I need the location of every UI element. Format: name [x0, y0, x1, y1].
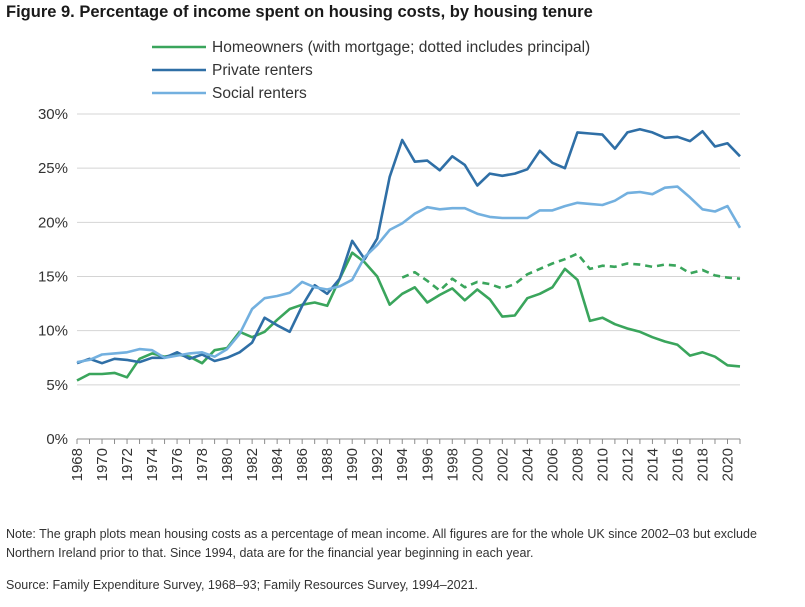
series-line-1: [76, 251, 741, 382]
series-lines: [76, 127, 742, 382]
x-tick-label: 2014: [644, 448, 661, 481]
legend: Homeowners (with mortgage; dotted includ…: [152, 39, 590, 102]
x-tick-label: 1978: [194, 448, 211, 481]
y-axis-ticks: 0% 5% 10% 15% 20% 25% 30%: [38, 106, 68, 448]
y-tick-label: 30%: [38, 106, 68, 123]
x-tick-label: 1982: [244, 448, 261, 481]
y-tick-label: 10%: [38, 323, 68, 340]
x-tick-label: 1998: [444, 448, 461, 481]
x-tick-label: 2008: [569, 448, 586, 481]
x-tick-label: 1986: [294, 448, 311, 481]
x-tick-label: 2006: [544, 448, 561, 481]
x-tick-label: 1970: [94, 448, 111, 481]
legend-label: Homeowners (with mortgage; dotted includ…: [212, 39, 590, 56]
series-line-3: [76, 127, 741, 365]
x-tick-label: 1996: [419, 448, 436, 481]
x-tick-label: 1976: [169, 448, 186, 481]
legend-label: Private renters: [212, 62, 313, 79]
x-tick-label: 1988: [319, 448, 336, 481]
x-tick-label: 2016: [669, 448, 686, 481]
x-tick-label: 2018: [694, 448, 711, 481]
x-tick-label: 2004: [519, 448, 536, 481]
x-tick-label: 1980: [219, 448, 236, 481]
chart-title: Figure 9. Percentage of income spent on …: [6, 3, 593, 21]
y-tick-label: 0%: [46, 431, 68, 448]
x-tick-label: 1972: [119, 448, 136, 481]
series-line-2: [401, 252, 741, 292]
y-tick-label: 25%: [38, 160, 68, 177]
y-tick-label: 5%: [46, 377, 68, 394]
x-tick-label: 1974: [144, 448, 161, 481]
x-tick-label: 2010: [594, 448, 611, 481]
x-tick-label: 1992: [369, 448, 386, 481]
x-tick-label: 2020: [719, 448, 736, 481]
y-tick-label: 15%: [38, 269, 68, 286]
line-chart: 0% 5% 10% 15% 20% 25% 30% 1968 1970 1972 1974 1976…: [38, 39, 742, 481]
series-line-4: [76, 185, 742, 364]
chart-source: Source: Family Expenditure Survey, 1968–…: [6, 578, 479, 592]
x-tick-label: 1968: [69, 448, 86, 481]
x-tick-label: 2012: [619, 448, 636, 481]
y-tick-label: 20%: [38, 214, 68, 231]
x-tick-label: 1990: [344, 448, 361, 481]
chart-note: Note: The graph plots mean housing costs…: [6, 527, 757, 560]
x-axis: 1968 1970 1972 1974 1976 1978 1980 1982 1984 1986…: [69, 438, 741, 481]
x-tick-label: 2002: [494, 448, 511, 481]
x-tick-label: 1994: [394, 448, 411, 481]
x-tick-label: 2000: [469, 448, 486, 481]
legend-label: Social renters: [212, 85, 307, 102]
gridlines: [77, 113, 740, 386]
x-tick-label: 1984: [269, 448, 286, 481]
